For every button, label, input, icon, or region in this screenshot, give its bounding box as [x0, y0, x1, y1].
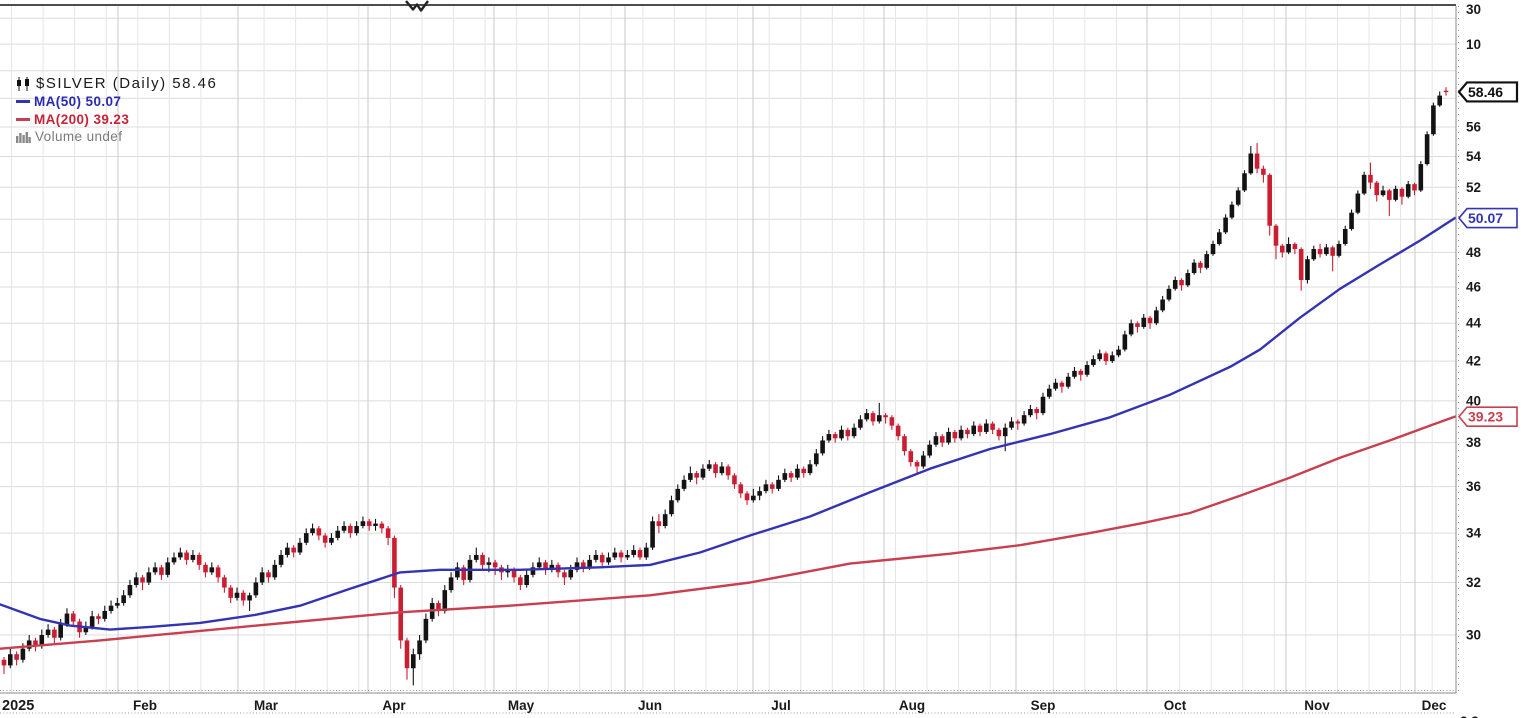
volume-label: Volume undef — [35, 129, 123, 144]
ma50-line — [0, 216, 1457, 631]
symbol-title: $SILVER (Daily) 58.46 — [36, 75, 218, 92]
svg-text:Mar: Mar — [254, 698, 279, 713]
svg-text:36: 36 — [1466, 479, 1482, 494]
svg-text:2025: 2025 — [2, 698, 34, 714]
svg-text:Jun: Jun — [638, 698, 662, 713]
svg-text:2.3: 2.3 — [1460, 714, 1479, 718]
svg-text:Apr: Apr — [382, 698, 406, 713]
svg-text:48: 48 — [1466, 245, 1482, 260]
legend-ma200-row: MA(200) 39.23 — [16, 111, 217, 127]
svg-text:Feb: Feb — [133, 698, 157, 713]
legend-title-row: $SILVER (Daily) 58.46 — [16, 76, 217, 91]
svg-text:Jul: Jul — [771, 698, 791, 713]
price-axis-labels: 56 54 52 48 46 44 42 40 38 36 34 32 30 30 10 2.3 — [1460, 2, 1482, 718]
price-badge-39.23: 39.23 — [1457, 406, 1518, 427]
svg-text:42: 42 — [1466, 354, 1481, 369]
upper-pane-line-artifact — [405, 0, 429, 12]
grid — [0, 6, 1456, 693]
svg-text:52: 52 — [1466, 180, 1481, 195]
legend-ma50-row: MA(50) 50.07 — [16, 95, 217, 109]
legend-volume-row: Volume undef — [16, 130, 217, 144]
svg-text:56: 56 — [1466, 119, 1482, 134]
svg-text:58.46: 58.46 — [1468, 84, 1503, 100]
svg-text:Sep: Sep — [1031, 698, 1056, 713]
price-badge-58.46: 58.46 — [1457, 81, 1519, 103]
svg-text:Oct: Oct — [1164, 698, 1187, 713]
svg-text:32: 32 — [1466, 575, 1481, 590]
chart-legend: $SILVER (Daily) 58.46 MA(50) 50.07 MA(20… — [16, 76, 217, 148]
date-axis-labels: 2025 Feb Mar Apr May Jun Jul Aug Sep Oct Nov Dec — [2, 698, 1447, 714]
ma50-line-swatch — [16, 100, 30, 104]
svg-text:39.23: 39.23 — [1468, 409, 1503, 425]
volume-bars-icon — [16, 131, 31, 143]
candlestick-chart-icon — [16, 76, 32, 91]
price-badge-50.07: 50.07 — [1457, 207, 1518, 229]
svg-text:46: 46 — [1466, 280, 1482, 295]
svg-text:Dec: Dec — [1422, 698, 1447, 713]
axes — [0, 4, 1459, 714]
svg-text:10: 10 — [1466, 37, 1481, 52]
svg-text:Nov: Nov — [1304, 698, 1330, 713]
svg-text:44: 44 — [1466, 316, 1482, 331]
svg-text:38: 38 — [1466, 435, 1482, 450]
candlestick-series — [1, 87, 1449, 686]
svg-text:50.07: 50.07 — [1468, 210, 1503, 226]
ma200-line — [0, 415, 1457, 650]
svg-text:54: 54 — [1466, 149, 1482, 164]
ma200-label: MA(200) 39.23 — [34, 111, 130, 127]
svg-text:Aug: Aug — [899, 698, 925, 713]
ma200-line-swatch — [16, 117, 30, 121]
svg-text:40: 40 — [1466, 393, 1481, 408]
ma50-label: MA(50) 50.07 — [34, 94, 122, 109]
svg-text:May: May — [508, 698, 535, 713]
svg-text:34: 34 — [1466, 526, 1482, 541]
svg-text:30: 30 — [1466, 2, 1481, 17]
svg-text:30: 30 — [1466, 628, 1481, 643]
